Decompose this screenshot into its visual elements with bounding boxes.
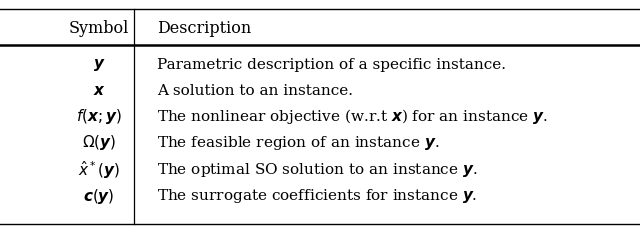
Text: $\Omega(\boldsymbol{y})$: $\Omega(\boldsymbol{y})$ (82, 132, 116, 151)
Text: $f(\boldsymbol{x};\boldsymbol{y})$: $f(\boldsymbol{x};\boldsymbol{y})$ (76, 106, 122, 125)
Text: The surrogate coefficients for instance $\boldsymbol{y}$.: The surrogate coefficients for instance … (157, 186, 477, 204)
Text: The nonlinear objective (w.r.t $\boldsymbol{x}$) for an instance $\boldsymbol{y}: The nonlinear objective (w.r.t $\boldsym… (157, 106, 548, 125)
Text: $\hat{x}^*(\boldsymbol{y})$: $\hat{x}^*(\boldsymbol{y})$ (78, 158, 120, 180)
Text: $\boldsymbol{y}$: $\boldsymbol{y}$ (93, 57, 106, 73)
Text: $\boldsymbol{x}$: $\boldsymbol{x}$ (93, 84, 106, 98)
Text: $\boldsymbol{c}(\boldsymbol{y})$: $\boldsymbol{c}(\boldsymbol{y})$ (83, 186, 115, 205)
Text: Parametric description of a specific instance.: Parametric description of a specific ins… (157, 58, 506, 72)
Text: Description: Description (157, 20, 251, 37)
Text: A solution to an instance.: A solution to an instance. (157, 84, 353, 98)
Text: The feasible region of an instance $\boldsymbol{y}$.: The feasible region of an instance $\bol… (157, 133, 439, 151)
Text: The optimal SO solution to an instance $\boldsymbol{y}$.: The optimal SO solution to an instance $… (157, 160, 477, 178)
Text: Symbol: Symbol (69, 20, 129, 37)
